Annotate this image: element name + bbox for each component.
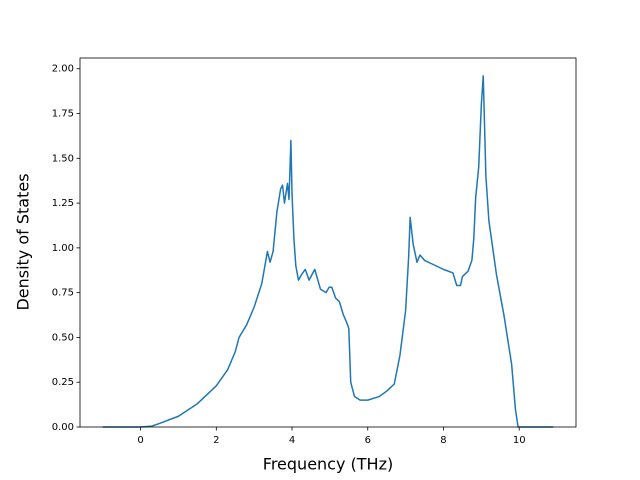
axes-frame (79, 57, 577, 428)
x-axis-label: Frequency (THz) (263, 455, 393, 474)
y-tick-label: 1.75 (52, 109, 74, 120)
y-tick-label: 1.25 (52, 198, 74, 209)
x-tick-label: 0 (137, 435, 143, 446)
line-series (102, 75, 554, 428)
y-axis-label: Density of States (14, 173, 33, 310)
x-tick-label: 4 (289, 435, 295, 446)
x-tick-label: 6 (365, 435, 371, 446)
x-tick-label: 8 (440, 435, 446, 446)
y-tick-label: 1.50 (52, 153, 74, 164)
y-tick-label: 0.25 (52, 377, 74, 388)
y-tick-label: 1.00 (52, 243, 74, 254)
y-tick-label: 0.75 (52, 288, 74, 299)
y-tick-label: 0.50 (52, 332, 74, 343)
x-tick-label: 10 (513, 435, 526, 446)
y-tick-label: 2.00 (52, 64, 74, 75)
y-tick-label: 0.00 (52, 422, 74, 433)
x-tick-label: 2 (213, 435, 219, 446)
